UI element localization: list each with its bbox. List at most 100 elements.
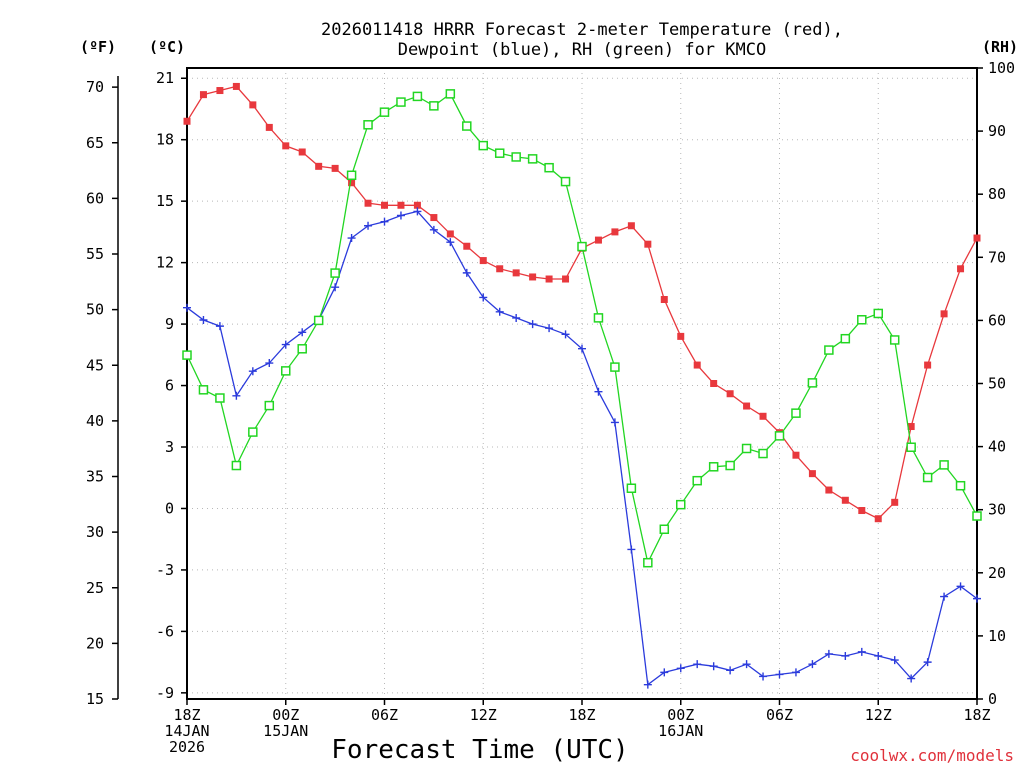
dewpoint-point bbox=[199, 315, 208, 324]
2-meter-temperature-point bbox=[874, 515, 882, 523]
relative-humidity-point bbox=[840, 333, 851, 344]
dewpoint-point bbox=[890, 656, 899, 665]
2-meter-temperature-point bbox=[940, 310, 948, 318]
rh-tick-label: 50 bbox=[988, 375, 1006, 393]
2-meter-temperature-point bbox=[397, 201, 405, 209]
title-line-2: Dewpoint (blue), RH (green) for KMCO bbox=[398, 40, 766, 60]
time-tick-label: 15JAN bbox=[263, 722, 308, 740]
dewpoint-point bbox=[676, 664, 685, 673]
relative-humidity-point bbox=[577, 241, 587, 252]
dewpoint-point bbox=[643, 680, 652, 689]
celsius-tick-label: -9 bbox=[156, 684, 174, 702]
fahrenheit-tick-label: 50 bbox=[86, 301, 104, 319]
relative-humidity-point bbox=[955, 480, 966, 491]
time-tick-label: 2026 bbox=[169, 738, 205, 756]
rh-tick-label: 80 bbox=[988, 185, 1006, 203]
relative-humidity-point bbox=[462, 121, 472, 131]
2-meter-temperature-point bbox=[413, 201, 421, 209]
fahrenheit-tick-label: 20 bbox=[86, 634, 104, 652]
dewpoint-point bbox=[429, 225, 438, 234]
dewpoint-point bbox=[956, 582, 965, 591]
dewpoint-point bbox=[265, 359, 274, 368]
celsius-tick-label: 21 bbox=[156, 69, 174, 87]
rh-tick-label: 100 bbox=[988, 59, 1015, 77]
rh-tick-label: 10 bbox=[988, 627, 1006, 645]
credit-label: coolwx.com/models bbox=[850, 746, 1014, 765]
time-tick-label: 14JAN bbox=[164, 722, 209, 740]
relative-humidity-point bbox=[626, 483, 637, 493]
fahrenheit-tick-label: 45 bbox=[86, 356, 104, 374]
dewpoint-point bbox=[248, 367, 257, 376]
2-meter-temperature-point bbox=[315, 162, 323, 170]
celsius-axis: 21 18 15 12 9 6 3 0 -3 -6 -9 bbox=[156, 69, 187, 702]
2-meter-temperature-point bbox=[957, 265, 965, 273]
relative-humidity-point bbox=[939, 460, 949, 470]
relative-humidity-point bbox=[544, 162, 554, 173]
dewpoint-point bbox=[693, 660, 702, 669]
celsius-tick-label: 6 bbox=[165, 377, 174, 395]
2-meter-temperature-point bbox=[808, 470, 816, 478]
relative-humidity-point bbox=[857, 315, 867, 325]
relative-humidity-point bbox=[412, 91, 423, 102]
time-tick-label: 06Z bbox=[371, 706, 398, 724]
rh-tick-label: 30 bbox=[988, 501, 1006, 519]
2-meter-temperature-point bbox=[743, 402, 751, 410]
relative-humidity-point bbox=[313, 315, 324, 326]
time-tick-label: 12Z bbox=[865, 706, 892, 724]
title-line-1: 2026011418 HRRR Forecast 2-meter Tempera… bbox=[321, 20, 843, 40]
2-meter-temperature-point bbox=[545, 275, 553, 283]
dewpoint-point bbox=[495, 307, 504, 316]
fahrenheit-axis: 70 65 60 55 50 45 40 35 30 25 20 15 bbox=[86, 78, 118, 708]
relative-humidity-point bbox=[889, 335, 900, 345]
time-tick-label: 00Z bbox=[667, 706, 694, 724]
relative-humidity-point bbox=[379, 107, 390, 117]
relative-humidity-point bbox=[264, 400, 275, 411]
dewpoint-point bbox=[446, 238, 455, 247]
2-meter-temperature-point bbox=[249, 101, 257, 109]
fahrenheit-tick-label: 70 bbox=[86, 78, 104, 96]
fahrenheit-tick-label: 15 bbox=[86, 690, 104, 708]
2-meter-temperature-point bbox=[891, 498, 899, 506]
2-meter-temperature-point bbox=[562, 275, 570, 283]
time-tick-label: 18Z bbox=[568, 706, 595, 724]
rh-unit-label: (RH) bbox=[982, 38, 1018, 56]
relative-humidity-point bbox=[231, 460, 242, 471]
fahrenheit-tick-label: 65 bbox=[86, 134, 104, 152]
2-meter-temperature-point bbox=[183, 117, 191, 125]
time-tick-label: 18Z bbox=[963, 706, 990, 724]
2-meter-temperature-point bbox=[759, 412, 767, 420]
relative-humidity-point bbox=[922, 472, 933, 483]
2-meter-temperature-point bbox=[710, 380, 718, 387]
dewpoint-point bbox=[578, 344, 586, 353]
dewpoint-point bbox=[857, 647, 866, 656]
dewpoint-point bbox=[940, 592, 949, 601]
2-meter-temperature-point bbox=[792, 451, 800, 459]
dewpoint-point bbox=[215, 322, 224, 331]
2-meter-temperature-point bbox=[381, 201, 388, 209]
relative-humidity-point bbox=[692, 475, 702, 486]
2-meter-temperature-point bbox=[331, 164, 339, 172]
dewpoint-point bbox=[742, 660, 751, 669]
relative-humidity-point bbox=[791, 408, 801, 418]
dewpoint-point bbox=[479, 293, 488, 302]
fahrenheit-unit-label: (ºF) bbox=[80, 38, 116, 56]
time-tick-label: 18Z bbox=[173, 706, 200, 724]
dewpoint-point bbox=[759, 672, 768, 681]
celsius-tick-label: 0 bbox=[165, 499, 174, 517]
rh-tick-label: 0 bbox=[988, 690, 997, 708]
2-meter-temperature-point bbox=[594, 236, 602, 244]
relative-humidity-point bbox=[198, 385, 209, 395]
dewpoint-point bbox=[610, 418, 619, 427]
rh-tick-label: 40 bbox=[988, 438, 1006, 456]
rh-tick-label: 70 bbox=[988, 248, 1006, 266]
dewpoint-point bbox=[396, 211, 405, 220]
relative-humidity-point bbox=[741, 443, 752, 454]
dewpoint-point bbox=[594, 387, 603, 396]
dewpoint-point bbox=[627, 545, 636, 554]
relative-humidity-point bbox=[297, 344, 307, 354]
time-tick-label: 12Z bbox=[470, 706, 497, 724]
2-meter-temperature-point bbox=[726, 390, 734, 398]
relative-humidity-point bbox=[824, 345, 834, 355]
relative-humidity-point bbox=[363, 120, 373, 130]
relative-humidity-point bbox=[593, 313, 604, 323]
